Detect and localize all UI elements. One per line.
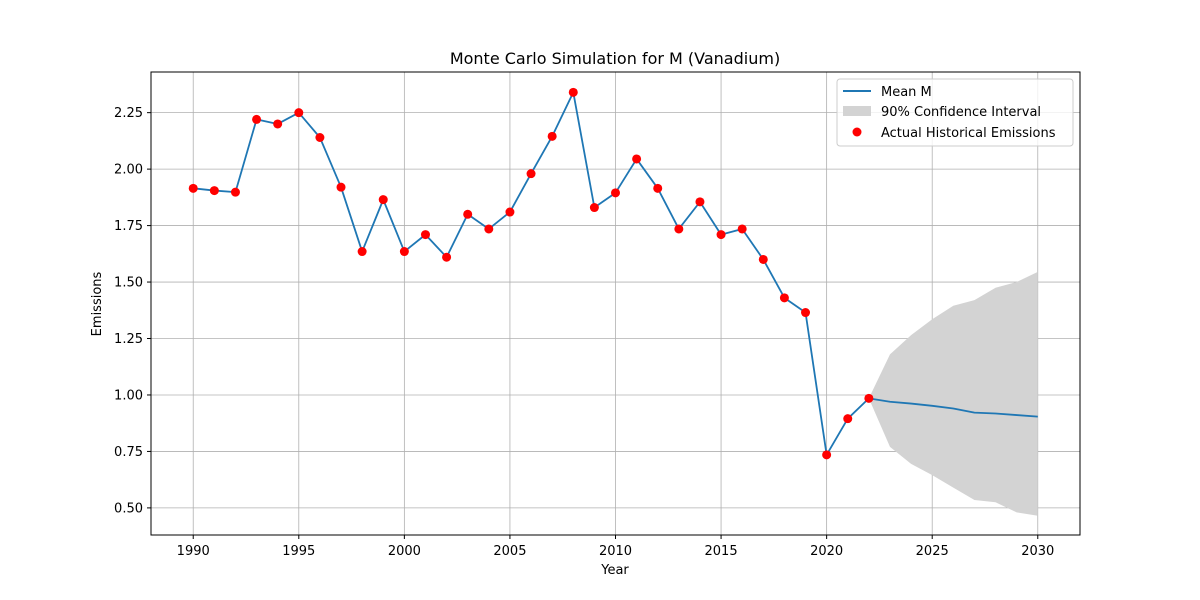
x-tick-label: 2025 (916, 544, 949, 559)
historical-emission-point (420, 230, 430, 240)
legend-confidence-band-swatch (843, 106, 871, 116)
historical-emission-point (188, 183, 198, 193)
x-tick-label: 2015 (705, 544, 738, 559)
historical-emission-point (716, 230, 726, 240)
y-tick-label: 1.00 (114, 388, 143, 403)
historical-emission-point (758, 254, 768, 264)
historical-emission-point (737, 224, 747, 234)
legend-label-confidence-interval: 90% Confidence Interval (881, 105, 1041, 120)
historical-emission-point (611, 188, 620, 198)
historical-emission-point (632, 154, 642, 164)
historical-emission-point (273, 119, 283, 129)
historical-emission-point (843, 414, 853, 424)
historical-emission-point (294, 108, 304, 118)
x-tick-label: 2020 (810, 544, 843, 559)
chart-title: Monte Carlo Simulation for M (Vanadium) (450, 49, 780, 68)
legend-box (836, 78, 1074, 147)
historical-emission-point (442, 252, 452, 262)
confidence-band-layer (868, 271, 1038, 516)
historical-emission-point (230, 187, 240, 197)
x-tick-label: 2000 (388, 544, 421, 559)
historical-emission-point (505, 207, 515, 217)
historical-emission-point (568, 87, 578, 97)
historical-emission-point (589, 203, 599, 213)
historical-emission-point (209, 186, 219, 196)
y-axis-label: Emissions (90, 271, 105, 336)
legend-label-historical: Actual Historical Emissions (881, 126, 1056, 141)
x-tick-label: 2030 (1021, 544, 1054, 559)
historical-emission-point (674, 224, 684, 234)
historical-points-layer (188, 87, 874, 460)
x-tick-label: 2005 (493, 544, 526, 559)
y-tick-label: 1.75 (114, 219, 143, 234)
historical-emission-point (695, 197, 705, 207)
confidence-interval-band (868, 271, 1038, 516)
historical-emission-point (399, 247, 409, 257)
y-tick-label: 2.00 (114, 163, 143, 178)
legend-historical-point-swatch (852, 127, 862, 137)
x-tick-label: 2010 (599, 544, 632, 559)
y-tick-label: 0.75 (114, 445, 143, 460)
x-axis-label: Year (600, 563, 629, 578)
y-tick-label: 1.50 (114, 276, 143, 291)
historical-emission-point (252, 114, 262, 124)
historical-emission-point (336, 182, 346, 192)
y-tick-label: 0.50 (114, 501, 143, 516)
axis-ticks: 1990 1995 2000 2005 2010 2015 2020 2025 2030 0.50… (114, 106, 1054, 559)
historical-emission-point (463, 209, 473, 219)
historical-emission-point (547, 131, 557, 141)
legend-label-mean: Mean M (881, 85, 932, 100)
y-tick-label: 2.25 (114, 106, 143, 121)
historical-emission-point (822, 450, 832, 460)
historical-emission-point (779, 293, 789, 303)
historical-emission-point (484, 224, 494, 234)
historical-emission-point (864, 393, 874, 403)
historical-emission-point (357, 247, 367, 257)
historical-emission-point (378, 195, 388, 205)
historical-emission-point (526, 169, 536, 179)
historical-emission-point (653, 183, 663, 193)
x-tick-label: 1990 (177, 544, 210, 559)
x-tick-label: 1995 (282, 544, 315, 559)
historical-emission-point (801, 308, 811, 318)
legend: Mean M 90% Confidence Interval Actual Hi… (836, 78, 1074, 147)
y-tick-label: 1.25 (114, 332, 143, 347)
historical-emission-point (315, 132, 325, 142)
